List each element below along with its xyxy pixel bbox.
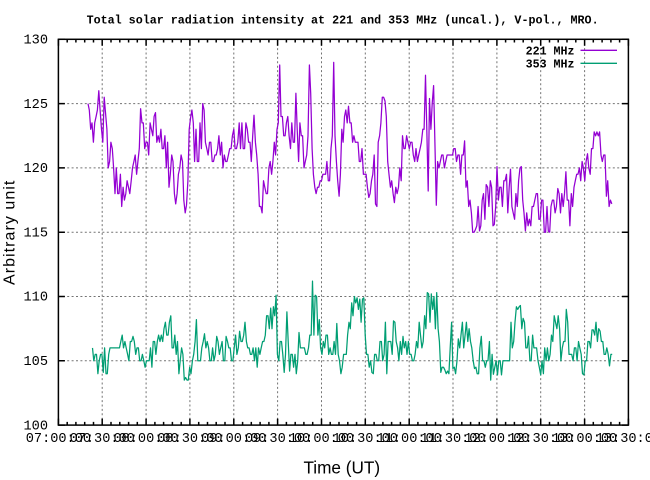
svg-text:Time (UT): Time (UT) [303, 457, 380, 477]
svg-text:Total solar radiation intensit: Total solar radiation intensity at 221 a… [87, 13, 599, 27]
svg-text:Arbitrary unit: Arbitrary unit [2, 180, 19, 285]
svg-text:120: 120 [24, 162, 48, 177]
svg-text:07:30:00: 07:30:00 [70, 432, 135, 447]
svg-text:10:30:00: 10:30:00 [333, 432, 398, 447]
svg-text:11:00:00: 11:00:00 [377, 432, 442, 447]
svg-text:353 MHz: 353 MHz [526, 59, 575, 72]
svg-text:100: 100 [24, 419, 48, 434]
svg-text:12:30:00: 12:30:00 [508, 432, 573, 447]
svg-text:09:00:00: 09:00:00 [201, 432, 266, 447]
svg-text:11:30:00: 11:30:00 [420, 432, 485, 447]
svg-text:08:30:00: 08:30:00 [157, 432, 222, 447]
svg-text:125: 125 [24, 98, 48, 113]
svg-text:105: 105 [24, 355, 48, 370]
svg-text:09:30:00: 09:30:00 [245, 432, 310, 447]
svg-text:13:30:00: 13:30:00 [596, 432, 650, 447]
svg-text:12:00:00: 12:00:00 [464, 432, 529, 447]
svg-text:110: 110 [24, 291, 48, 306]
svg-text:10:00:00: 10:00:00 [289, 432, 354, 447]
svg-text:221 MHz: 221 MHz [526, 46, 575, 59]
svg-text:115: 115 [24, 226, 48, 241]
svg-text:13:00:00: 13:00:00 [552, 432, 617, 447]
svg-text:07:00:00: 07:00:00 [26, 432, 91, 447]
svg-text:130: 130 [24, 34, 48, 49]
svg-text:08:00:00: 08:00:00 [113, 432, 178, 447]
